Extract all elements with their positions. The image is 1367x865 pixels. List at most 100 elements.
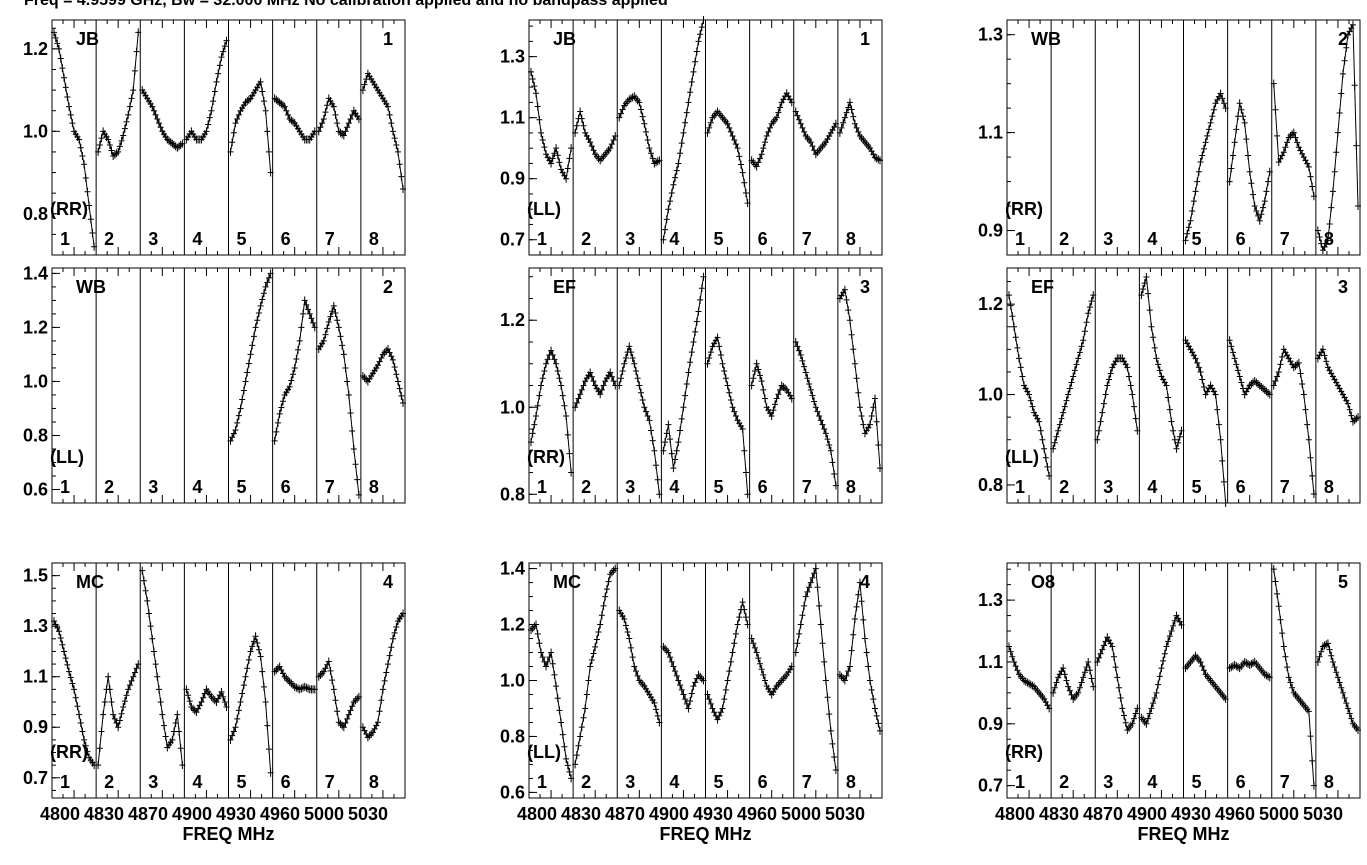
data-point — [1289, 683, 1296, 692]
data-point — [1219, 456, 1226, 465]
data-point — [221, 697, 228, 706]
y-tick-label: 1.1 — [500, 108, 525, 128]
data-point — [856, 403, 863, 412]
data-point — [548, 159, 555, 168]
data-point — [152, 110, 159, 119]
data-point — [587, 662, 594, 671]
data-point — [556, 706, 563, 715]
data-point — [826, 440, 833, 449]
data-point — [1051, 683, 1058, 692]
subband-label: 5 — [1192, 477, 1202, 497]
data-point — [685, 368, 692, 377]
subband-label: 1 — [60, 772, 70, 792]
data-point — [121, 697, 128, 706]
data-point — [788, 98, 795, 107]
data-point — [1080, 673, 1087, 682]
data-point — [334, 316, 341, 325]
data-point — [597, 620, 604, 629]
data-point — [1114, 673, 1121, 682]
data-point — [559, 730, 566, 739]
data-point — [1175, 438, 1182, 447]
data-point — [81, 160, 88, 169]
data-point — [1026, 390, 1033, 399]
data-point — [748, 381, 755, 390]
data-point — [566, 767, 573, 776]
data-point — [1316, 233, 1323, 242]
data-point — [731, 639, 738, 648]
data-point — [1171, 435, 1178, 444]
data-point — [610, 136, 617, 145]
data-point — [695, 307, 702, 316]
data-point — [1046, 471, 1053, 480]
data-point — [546, 653, 553, 662]
data-point — [1131, 714, 1138, 723]
data-point — [1146, 709, 1153, 718]
data-point — [627, 348, 634, 357]
data-point — [391, 628, 398, 637]
data-point — [281, 102, 288, 111]
data-point — [819, 420, 826, 429]
data-point — [1168, 627, 1175, 636]
data-point — [262, 697, 269, 706]
data-point — [846, 316, 853, 325]
data-point — [641, 403, 648, 412]
data-point — [108, 697, 115, 706]
data-point — [374, 718, 381, 727]
y-tick-label: 1.3 — [978, 590, 1003, 610]
data-point — [827, 446, 834, 455]
data-point — [1260, 203, 1267, 212]
data-point — [824, 435, 831, 444]
data-point — [1163, 381, 1170, 390]
data-point — [1272, 105, 1279, 114]
data-point — [1349, 20, 1356, 29]
subband-label: 8 — [846, 772, 856, 792]
data-point — [89, 229, 96, 238]
data-point — [663, 429, 670, 438]
data-point — [394, 147, 401, 156]
data-point — [227, 147, 234, 156]
x-tick-label: 4930 — [1171, 804, 1211, 824]
data-point — [1256, 216, 1263, 225]
data-point — [700, 16, 707, 24]
data-point — [1037, 426, 1044, 435]
data-point — [829, 458, 836, 467]
data-point — [359, 86, 366, 95]
data-point — [670, 180, 677, 189]
data-point — [176, 727, 183, 736]
data-point — [580, 713, 587, 722]
data-point — [700, 272, 707, 281]
data-point — [1328, 651, 1335, 660]
data-point — [355, 692, 362, 701]
data-point — [1329, 187, 1336, 196]
series-line-subband-8 — [362, 613, 404, 739]
subband-label: 5 — [1192, 772, 1202, 792]
data-point — [672, 173, 679, 182]
subband-label: 7 — [1280, 477, 1290, 497]
data-point — [737, 160, 744, 169]
subband-label: 1 — [1015, 772, 1025, 792]
data-point — [1326, 645, 1333, 654]
data-point — [788, 394, 795, 403]
data-point — [1105, 375, 1112, 384]
data-point — [556, 374, 563, 383]
stokes-label: (RR) — [1005, 199, 1043, 219]
data-point — [400, 399, 406, 408]
data-point — [529, 429, 536, 438]
data-point — [1017, 363, 1024, 372]
data-point — [1143, 273, 1150, 282]
data-point — [265, 745, 272, 754]
data-point — [1238, 105, 1245, 114]
data-point — [1338, 683, 1345, 692]
subband-label: 3 — [148, 477, 158, 497]
data-point — [105, 135, 112, 144]
y-tick-label: 0.8 — [978, 475, 1003, 495]
data-point — [626, 634, 633, 643]
data-point — [578, 723, 585, 732]
subband-label: 8 — [1324, 229, 1334, 249]
data-point — [616, 113, 623, 122]
data-point — [1233, 360, 1240, 369]
series-line-subband-8 — [839, 288, 881, 469]
data-point — [1166, 632, 1173, 641]
data-point — [673, 166, 680, 175]
data-point — [573, 121, 580, 130]
